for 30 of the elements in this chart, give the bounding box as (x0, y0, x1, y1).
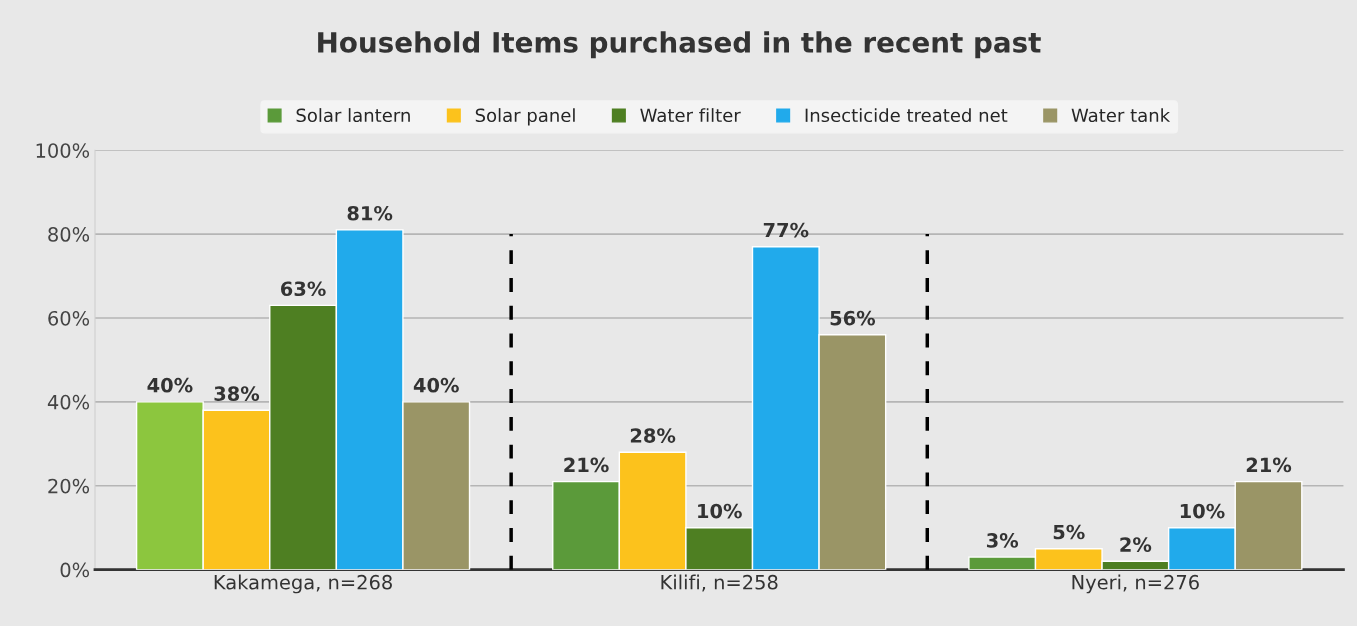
text: 2% (1120, 537, 1152, 552)
legend-label: Insecticide treated net (805, 108, 1008, 123)
y-tick-label: 100% (36, 143, 90, 158)
text: 77% (763, 222, 809, 238)
y-tick-label: 40% (47, 394, 90, 410)
legend-label: Solar panel (475, 108, 575, 126)
legend-label: Solar lantern (296, 108, 410, 123)
text: 63% (281, 281, 326, 297)
x-tick-label: Kakamega, n=268 (214, 574, 392, 594)
text: 5% (1053, 524, 1085, 540)
x-tick-label: Nyeri, n=276 (1072, 574, 1199, 594)
text: 40% (413, 377, 459, 393)
text: 21% (564, 457, 609, 473)
legend-label: Water filter (640, 108, 741, 123)
chart-title: Household Items purchased in the recent past (318, 31, 1041, 59)
x-tick-label: Kilifi, n=258 (661, 574, 778, 592)
y-tick-label: 60% (48, 310, 90, 326)
legend-label: Water tank (1071, 108, 1171, 123)
text: 56% (830, 310, 876, 326)
text: 28% (630, 428, 676, 443)
text: 21% (1246, 457, 1292, 473)
text: 38% (214, 386, 260, 401)
y-tick-label: 80% (48, 227, 90, 242)
text: 3% (986, 533, 1019, 548)
text: 10% (698, 503, 742, 519)
text: 40% (147, 377, 193, 393)
text: 10% (1180, 503, 1225, 519)
text: 81% (347, 205, 393, 221)
y-tick-label: 0% (60, 562, 90, 578)
y-tick-label: 20% (48, 478, 90, 494)
